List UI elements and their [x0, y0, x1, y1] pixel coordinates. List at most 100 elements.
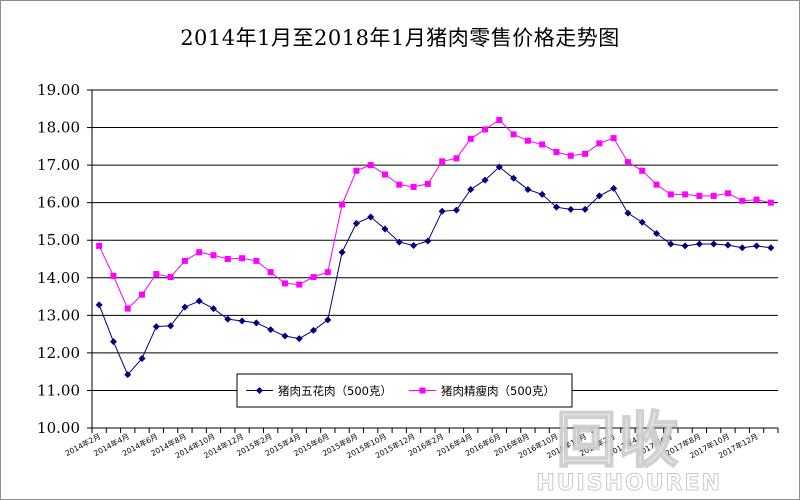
data-point-s1-35 — [596, 140, 603, 147]
data-point-s0-0 — [95, 301, 103, 309]
data-point-s0-36 — [610, 184, 618, 192]
data-point-s1-18 — [353, 167, 360, 174]
data-point-s0-46 — [753, 242, 761, 250]
data-point-s1-21 — [396, 181, 403, 188]
data-point-s0-42 — [695, 240, 703, 248]
data-point-s1-25 — [453, 155, 460, 162]
data-point-s1-7 — [196, 249, 203, 256]
data-point-s0-6 — [181, 303, 189, 311]
data-point-s1-43 — [710, 192, 717, 199]
data-point-s0-12 — [267, 326, 275, 334]
data-point-s0-34 — [581, 205, 589, 213]
data-point-s1-32 — [553, 148, 560, 155]
data-point-s0-11 — [252, 319, 260, 327]
data-point-s1-20 — [381, 171, 388, 178]
data-point-s0-4 — [152, 323, 160, 331]
data-point-s1-11 — [253, 257, 260, 264]
data-point-s1-40 — [667, 191, 674, 198]
data-point-s1-41 — [682, 191, 689, 198]
data-point-s1-27 — [482, 126, 489, 133]
data-point-s0-29 — [510, 174, 518, 182]
data-point-s1-22 — [410, 183, 417, 190]
data-point-s0-3 — [138, 355, 146, 363]
data-point-s1-24 — [439, 158, 446, 165]
data-point-s0-37 — [624, 209, 632, 217]
data-point-s0-30 — [524, 186, 532, 194]
data-point-s1-42 — [696, 192, 703, 199]
data-point-s0-9 — [224, 315, 232, 323]
data-point-s1-13 — [281, 280, 288, 287]
data-point-s1-39 — [653, 181, 660, 188]
data-point-s0-19 — [367, 213, 375, 221]
data-point-s0-23 — [424, 237, 432, 245]
legend-marker-lean-pork — [419, 387, 426, 394]
data-point-s1-6 — [181, 257, 188, 264]
data-point-s1-47 — [767, 199, 774, 206]
data-point-s1-4 — [153, 271, 160, 278]
data-point-s0-31 — [538, 190, 546, 198]
data-point-s1-37 — [624, 159, 631, 166]
data-point-s0-10 — [238, 317, 246, 325]
data-point-s0-43 — [710, 240, 718, 248]
data-point-s1-30 — [524, 137, 531, 144]
data-point-s0-41 — [681, 242, 689, 250]
series-line-0 — [98, 166, 771, 376]
y-tick-label: 15.00 — [37, 231, 80, 249]
data-point-s1-38 — [639, 167, 646, 174]
data-point-s1-9 — [224, 256, 231, 262]
y-tick-label: 14.00 — [37, 269, 80, 287]
data-point-s1-17 — [339, 201, 346, 208]
data-point-s0-44 — [724, 241, 732, 249]
data-point-s1-46 — [753, 196, 760, 203]
legend-label-pork-belly: 猪肉五花肉（500克） — [278, 384, 392, 398]
data-point-s0-25 — [452, 206, 460, 214]
y-tick-label: 18.00 — [37, 119, 80, 137]
legend-box — [236, 373, 573, 408]
data-point-s0-38 — [638, 218, 646, 226]
y-tick-label: 10.00 — [37, 419, 80, 437]
data-point-s0-21 — [395, 238, 403, 246]
y-tick-label: 11.00 — [37, 381, 80, 399]
data-point-s0-14 — [295, 335, 303, 343]
y-tick-label: 16.00 — [37, 194, 80, 212]
data-point-s1-3 — [139, 291, 146, 298]
grid-layer — [92, 89, 778, 391]
chart-title: 2014年1月至2018年1月猪肉零售价格走势图 — [180, 26, 620, 50]
data-point-s1-29 — [510, 131, 517, 138]
data-point-s1-16 — [324, 269, 331, 276]
data-point-s1-2 — [124, 305, 131, 312]
data-point-s0-32 — [552, 203, 560, 211]
data-point-s0-7 — [195, 297, 203, 305]
data-point-s1-33 — [567, 152, 574, 159]
data-point-s0-17 — [338, 248, 346, 256]
legend-label-lean-pork: 猪肉精瘦肉（500克） — [441, 384, 555, 398]
data-point-s1-1 — [110, 272, 117, 279]
data-point-s0-2 — [124, 371, 132, 379]
data-point-s0-33 — [567, 205, 575, 213]
data-point-s0-39 — [653, 229, 661, 237]
data-point-s1-34 — [582, 150, 589, 157]
data-point-s1-23 — [424, 180, 431, 187]
data-point-s0-47 — [767, 244, 775, 252]
data-point-s0-40 — [667, 240, 675, 248]
data-point-s0-22 — [410, 241, 418, 249]
data-point-s0-35 — [595, 192, 603, 200]
series-layer — [95, 117, 775, 379]
data-point-s1-12 — [267, 269, 274, 276]
data-point-s1-31 — [539, 141, 546, 148]
data-point-s0-5 — [167, 322, 175, 330]
y-tick-label: 17.00 — [37, 156, 80, 174]
data-point-s1-28 — [496, 117, 503, 124]
data-point-s1-5 — [167, 274, 174, 281]
data-point-s0-18 — [352, 219, 360, 227]
data-point-s0-13 — [281, 332, 289, 340]
data-point-s1-26 — [467, 135, 474, 142]
data-point-s1-10 — [239, 255, 246, 262]
data-point-s0-1 — [109, 338, 117, 346]
data-point-s1-8 — [210, 252, 217, 259]
y-tick-label: 12.00 — [37, 344, 80, 362]
data-point-s0-28 — [495, 163, 503, 171]
data-point-s1-19 — [367, 162, 374, 169]
